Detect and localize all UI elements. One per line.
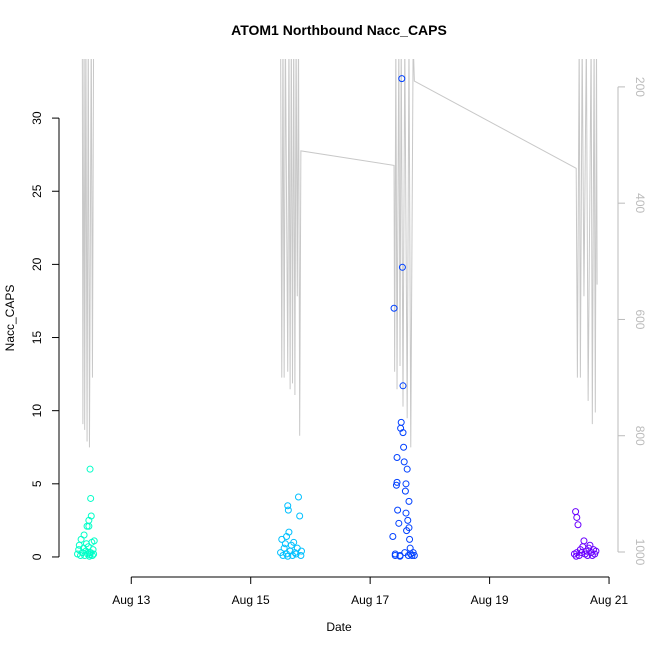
point	[279, 551, 287, 559]
y-tick-label: 25	[30, 184, 44, 198]
y-tick-label: 10	[30, 404, 44, 418]
y2-tick-label: 200	[633, 77, 647, 97]
point	[402, 480, 410, 488]
y2-tick-label: 600	[633, 309, 647, 329]
point	[400, 458, 408, 466]
y-tick-label: 20	[30, 257, 44, 271]
point	[402, 509, 410, 517]
point	[85, 522, 93, 530]
x-tick-label: Aug 21	[590, 593, 628, 607]
plot-area	[74, 59, 600, 560]
point	[396, 552, 404, 560]
chart-title: ATOM1 Northbound Nacc_CAPS	[231, 22, 447, 38]
point	[395, 519, 403, 527]
y2-tick-label: 800	[633, 426, 647, 446]
y-tick-label: 30	[30, 111, 44, 125]
point	[406, 535, 414, 543]
point	[392, 481, 400, 489]
y-tick-label: 5	[30, 480, 44, 487]
x-tick-label: Aug 17	[351, 593, 389, 607]
x-axis-label: Date	[326, 620, 352, 634]
point	[296, 512, 304, 520]
point	[391, 551, 399, 559]
point	[574, 521, 582, 529]
point	[405, 497, 413, 505]
y-tick-label: 15	[30, 331, 44, 345]
y2-tick-label: 1000	[633, 539, 647, 566]
x-tick-label: Aug 13	[112, 593, 150, 607]
point	[284, 552, 292, 560]
point	[87, 512, 95, 520]
point	[87, 494, 95, 502]
point	[410, 551, 418, 559]
point	[283, 532, 291, 540]
point	[400, 443, 408, 451]
point	[393, 453, 401, 461]
point	[592, 547, 600, 555]
point	[404, 516, 412, 524]
point	[297, 547, 305, 555]
point	[403, 465, 411, 473]
y-axis-label: Nacc_CAPS	[3, 285, 17, 352]
point	[284, 506, 292, 514]
point	[405, 524, 413, 532]
point	[294, 493, 302, 501]
point	[280, 544, 288, 552]
point	[284, 502, 292, 510]
point	[86, 465, 94, 473]
point	[394, 506, 402, 514]
point	[80, 531, 88, 539]
x-tick-label: Aug 19	[471, 593, 509, 607]
point	[87, 549, 95, 557]
point	[397, 418, 405, 426]
point	[573, 549, 581, 557]
point	[393, 478, 401, 486]
point	[573, 513, 581, 521]
point	[586, 541, 594, 549]
point	[390, 304, 398, 312]
point	[297, 551, 305, 559]
point	[399, 429, 407, 437]
y2-tick-label: 400	[633, 193, 647, 213]
y-tick-label: 0	[30, 553, 44, 560]
point	[399, 382, 407, 390]
point	[398, 75, 406, 83]
point	[401, 487, 409, 495]
point	[398, 263, 406, 271]
point	[290, 538, 298, 546]
point	[90, 537, 98, 545]
point	[572, 552, 580, 560]
point	[580, 537, 588, 545]
point	[389, 532, 397, 540]
depth-line	[81, 59, 598, 448]
x-tick-label: Aug 15	[232, 593, 270, 607]
